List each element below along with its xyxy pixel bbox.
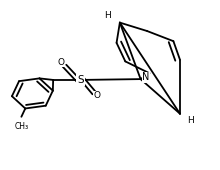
Text: S: S — [77, 75, 84, 85]
Text: H: H — [187, 116, 194, 125]
Text: H: H — [104, 11, 111, 20]
Text: CH₃: CH₃ — [14, 122, 28, 131]
Text: N: N — [142, 72, 150, 82]
Text: O: O — [57, 58, 64, 67]
Text: O: O — [93, 91, 100, 100]
